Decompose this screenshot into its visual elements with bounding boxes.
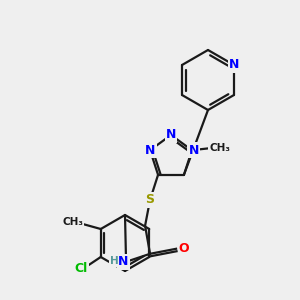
Text: CH₃: CH₃ — [209, 143, 230, 153]
Text: H: H — [110, 256, 118, 266]
Text: N: N — [189, 144, 199, 157]
Text: N: N — [118, 255, 128, 268]
Text: O: O — [179, 242, 189, 255]
Text: CH₃: CH₃ — [62, 217, 83, 227]
Text: N: N — [145, 144, 155, 157]
Text: S: S — [146, 193, 154, 206]
Text: N: N — [166, 128, 176, 142]
Text: N: N — [229, 58, 239, 71]
Text: Cl: Cl — [74, 262, 87, 275]
